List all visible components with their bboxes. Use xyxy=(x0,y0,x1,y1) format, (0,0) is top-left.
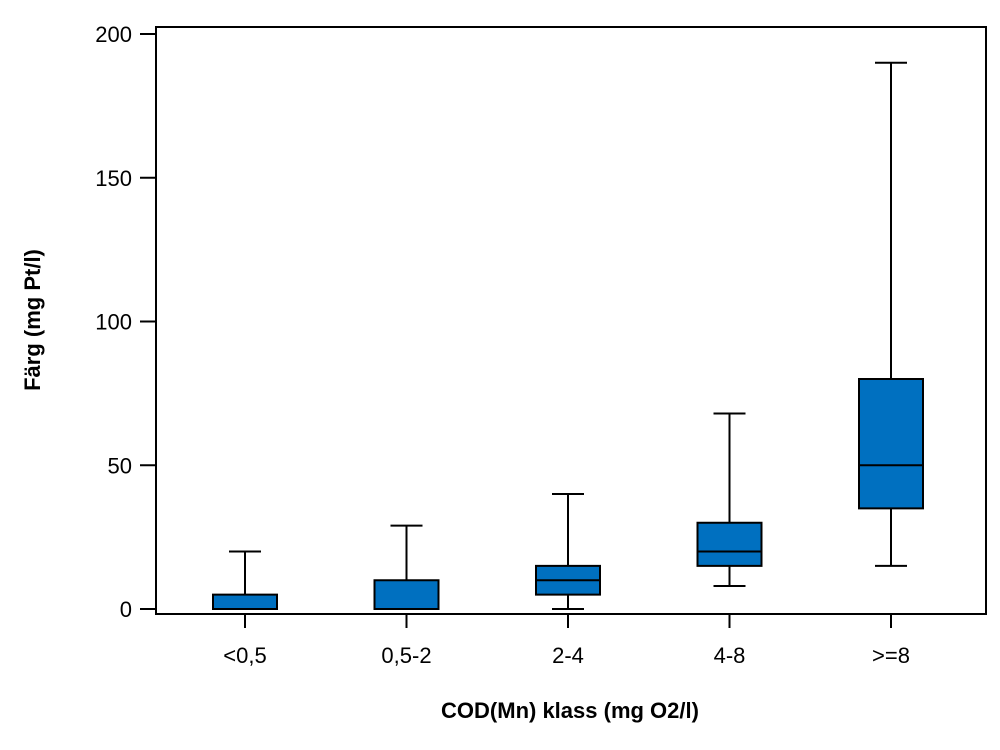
y-axis-title: Färg (mg Pt/l) xyxy=(20,249,45,391)
iqr-box xyxy=(696,521,763,567)
x-tick-label: 0,5-2 xyxy=(381,643,431,668)
x-axis: <0,5 0,5-2 2-4 4-8 >=8 xyxy=(223,614,910,668)
iqr-box xyxy=(373,579,440,610)
iqr-box xyxy=(212,593,278,610)
box-group xyxy=(373,524,440,610)
x-tick-label: 4-8 xyxy=(714,643,746,668)
y-tick-label: 0 xyxy=(120,597,132,622)
y-tick-label: 200 xyxy=(95,22,132,47)
y-tick-label: 100 xyxy=(95,310,132,335)
x-axis-title: COD(Mn) klass (mg O2/l) xyxy=(441,698,699,723)
plot-frame xyxy=(155,26,987,615)
iqr-box xyxy=(858,378,924,510)
box-group xyxy=(535,493,601,610)
box-group xyxy=(696,412,763,587)
boxes-group xyxy=(212,61,924,610)
x-tick-label: <0,5 xyxy=(223,643,266,668)
y-tick-label: 150 xyxy=(95,166,132,191)
y-tick-label: 50 xyxy=(108,453,132,478)
y-axis: 0 50 100 150 200 xyxy=(95,22,156,622)
box-group xyxy=(212,550,278,610)
box-group xyxy=(858,61,924,567)
x-tick-label: >=8 xyxy=(872,643,910,668)
x-tick-label: 2-4 xyxy=(552,643,584,668)
